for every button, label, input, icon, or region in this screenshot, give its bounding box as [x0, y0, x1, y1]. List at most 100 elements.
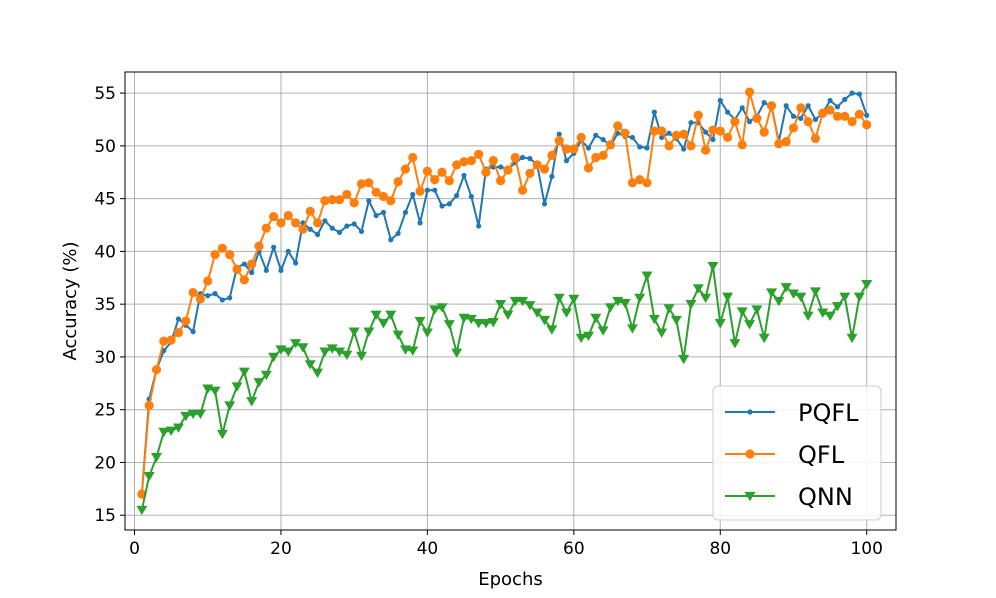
qfl-point: [210, 249, 220, 260]
y-tick-label: 20: [94, 453, 116, 473]
qfl-point: [400, 164, 411, 174]
legend-label-pqfl: PQFL: [798, 399, 859, 427]
qnn-point: [553, 293, 565, 304]
y-axis-label: Accuracy (%): [60, 241, 81, 360]
qfl-point: [371, 187, 381, 197]
qnn-point: [824, 311, 836, 321]
qnn-point: [766, 288, 778, 298]
qnn-point: [700, 293, 712, 304]
pqfl-point: [271, 244, 277, 250]
pqfl-point: [856, 91, 862, 97]
qnn-point: [831, 302, 843, 312]
pqfl-point: [417, 220, 423, 226]
qnn-point: [853, 292, 865, 303]
qfl-point: [510, 152, 520, 163]
y-tick-label: 55: [94, 84, 116, 104]
pqfl-point: [842, 96, 848, 103]
qnn-point: [729, 339, 741, 349]
qnn-point: [363, 327, 375, 337]
qfl-point: [693, 110, 703, 120]
pqfl-point: [717, 97, 723, 104]
qfl-point: [173, 328, 184, 338]
pqfl-point: [175, 316, 182, 322]
qfl-point: [320, 196, 330, 206]
x-axis-ticks: 0 20 40 60 80 100: [129, 530, 883, 559]
pqfl-point: [249, 269, 255, 276]
qfl-point: [532, 160, 542, 170]
qnn-point: [846, 333, 858, 344]
qnn-point: [392, 330, 404, 340]
qfl-point: [517, 185, 528, 195]
qnn-point: [326, 344, 338, 354]
qfl-point: [334, 195, 345, 205]
pqfl-point: [358, 228, 365, 234]
pqfl-point: [329, 225, 335, 231]
series-layer: [136, 87, 873, 516]
qfl-point: [466, 156, 476, 166]
qnn-point: [385, 310, 397, 320]
qnn-point: [143, 472, 155, 482]
qnn-point: [187, 409, 199, 420]
qnn-point: [531, 308, 543, 318]
qnn-point: [231, 382, 243, 392]
qfl-point: [452, 160, 462, 170]
qfl-point: [437, 167, 447, 177]
pqfl-point: [798, 115, 804, 122]
qfl-point: [569, 144, 579, 154]
qnn-point: [253, 378, 265, 388]
qfl-point: [627, 178, 638, 188]
qfl-point: [796, 103, 806, 113]
qfl-point: [283, 210, 293, 221]
pqfl-point: [402, 209, 409, 215]
qnn-point: [678, 354, 690, 365]
qnn-point: [473, 319, 485, 329]
qnn-point: [216, 429, 228, 440]
qnn-point: [282, 347, 294, 357]
qfl-point: [298, 224, 308, 234]
qnn-point: [341, 350, 353, 361]
qfl-point: [825, 105, 835, 115]
qfl-point: [642, 178, 652, 188]
qfl-point: [239, 275, 249, 285]
qfl-point: [356, 179, 367, 189]
qnn-point: [648, 314, 660, 325]
qfl-point: [327, 195, 337, 205]
pqfl-point: [322, 218, 328, 224]
qnn-point: [465, 314, 477, 325]
series-qfl: [137, 87, 872, 499]
x-tick-label: 20: [270, 539, 292, 559]
qnn-point: [744, 320, 756, 330]
qfl-point: [378, 191, 389, 202]
qnn-point: [524, 301, 536, 311]
qnn-point: [582, 331, 594, 342]
pqfl-point: [366, 198, 372, 204]
qfl-point: [649, 126, 659, 136]
pqfl-point: [439, 203, 445, 209]
qfl-point: [752, 113, 762, 124]
x-tick-label: 80: [709, 539, 731, 559]
qfl-point: [459, 157, 469, 167]
qnn-point: [319, 347, 331, 357]
pqfl-point: [373, 212, 379, 219]
qfl-point: [422, 166, 432, 176]
pqfl-point: [241, 261, 247, 267]
pqfl-point: [746, 118, 753, 125]
qnn-point: [809, 287, 821, 297]
qnn-point: [495, 300, 507, 310]
qfl-point: [840, 111, 850, 121]
qfl-point: [269, 211, 279, 222]
pqfl-point: [519, 154, 526, 161]
qfl-point: [254, 241, 264, 251]
qnn-point: [802, 311, 814, 321]
pqfl-point: [563, 158, 570, 164]
qnn-point: [817, 308, 829, 318]
qnn-point: [407, 346, 419, 356]
qnn-point: [795, 292, 807, 303]
qfl-point: [503, 165, 513, 175]
qfl-point: [635, 175, 645, 185]
pqfl-point: [541, 201, 548, 207]
qfl-point: [188, 287, 198, 298]
qfl-point: [364, 178, 374, 188]
pqfl-point: [864, 112, 870, 118]
